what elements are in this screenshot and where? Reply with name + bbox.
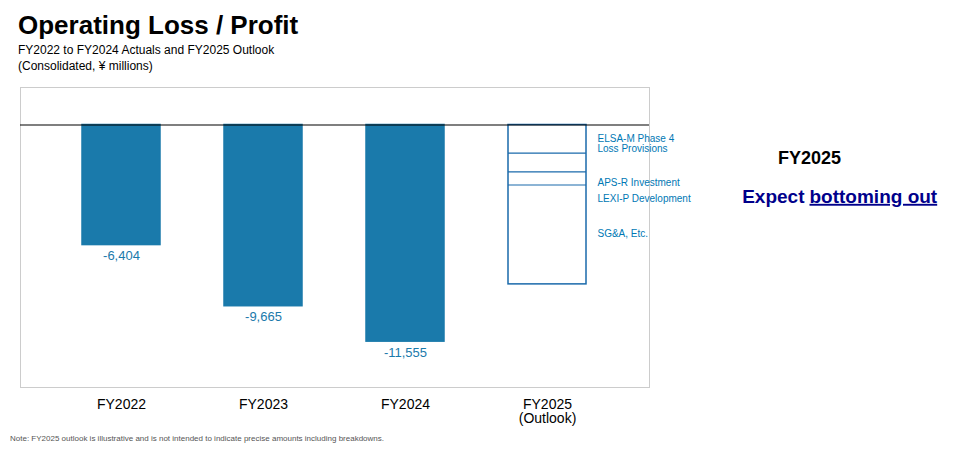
svg-text:FY2025: FY2025 xyxy=(778,148,841,168)
svg-text:SG&A, Etc.: SG&A, Etc. xyxy=(598,228,649,239)
svg-text:APS-R Investment: APS-R Investment xyxy=(598,177,680,188)
html-text:Operating Loss / Profit: Operating Loss / Profit xyxy=(18,10,299,40)
html-text:FY2022 to FY2024 Actuals and F: FY2022 to FY2024 Actuals and FY2025 Outl… xyxy=(18,43,275,57)
svg-text:LEXI-P Development: LEXI-P Development xyxy=(598,193,691,204)
svg-text:-11,555: -11,555 xyxy=(384,345,427,360)
svg-text:FY2023: FY2023 xyxy=(239,396,288,412)
html-text:(Consolidated, ¥ millions): (Consolidated, ¥ millions) xyxy=(18,59,153,73)
svg-text:FY2022: FY2022 xyxy=(97,396,146,412)
svg-text:-9,665: -9,665 xyxy=(245,309,282,324)
svg-text:FY2025(Outlook): FY2025(Outlook) xyxy=(519,396,577,426)
svg-text:FY2024: FY2024 xyxy=(381,396,430,412)
svg-text:ELSA-M Phase 4Loss Provisions: ELSA-M Phase 4Loss Provisions xyxy=(598,133,675,154)
html-text:Note: FY2025 outlook is illust: Note: FY2025 outlook is illustrative and… xyxy=(10,434,384,443)
svg-text:-6,404: -6,404 xyxy=(103,248,140,263)
svg-text:bottoming out: bottoming out xyxy=(810,186,938,207)
svg-text:Expect: Expect xyxy=(742,186,805,207)
